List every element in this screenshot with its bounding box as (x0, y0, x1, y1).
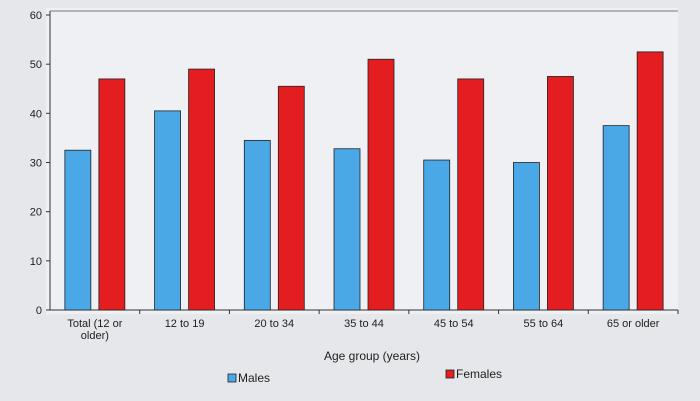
y-tick-label: 30 (30, 158, 42, 170)
females-bar (367, 58, 395, 311)
females-legend-label: Females (456, 367, 502, 381)
x-category-label: 45 to 54 (434, 318, 474, 330)
y-tick-label: 40 (30, 108, 42, 120)
females-bar (98, 78, 126, 311)
females-bar (188, 68, 215, 311)
x-category-label: 12 to 19 (165, 318, 205, 330)
females-legend-swatch (445, 369, 455, 379)
males-bar (513, 162, 540, 311)
males-bar (333, 148, 361, 311)
y-tick-label: 0 (36, 305, 42, 317)
males-bar (423, 159, 451, 311)
females-bar (547, 76, 574, 311)
x-category-label: 65 or older (607, 318, 660, 330)
y-tick-label: 50 (30, 59, 42, 71)
males-bar (602, 125, 630, 311)
x-category-label: Total (12 or older) (67, 318, 122, 342)
females-bar (636, 51, 664, 311)
x-category-label: 20 to 34 (254, 318, 294, 330)
females-bar (277, 85, 305, 311)
x-category-label: 35 to 44 (344, 318, 384, 330)
plot-area (46, 8, 678, 314)
males-legend-label: Males (238, 371, 270, 385)
y-tick-label: 10 (30, 256, 42, 268)
females-bar (457, 78, 485, 311)
males-bar (243, 139, 271, 311)
males-bar (154, 110, 181, 311)
y-tick-label: 60 (30, 10, 42, 22)
males-bar (64, 149, 92, 311)
males-legend-swatch (227, 373, 237, 383)
x-axis-label: Age group (years) (324, 349, 420, 363)
x-category-label: 55 to 64 (524, 318, 564, 330)
y-tick-label: 20 (30, 207, 42, 219)
